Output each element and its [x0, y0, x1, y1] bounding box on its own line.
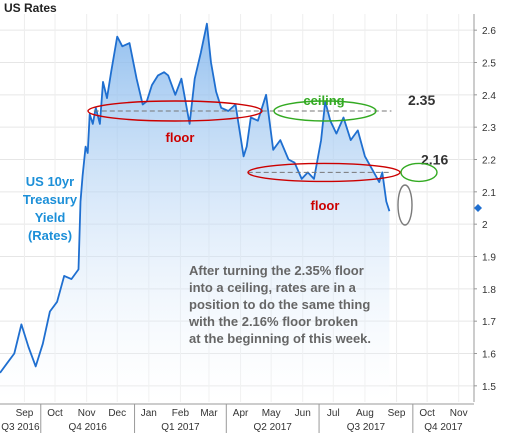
- floor-ellipse: [247, 162, 401, 183]
- ceiling-ellipse: [400, 162, 438, 183]
- x-quarter-label: Q2 2017: [253, 422, 292, 433]
- reference-label: 2.16: [421, 151, 448, 167]
- x-month-label: Dec: [108, 408, 126, 419]
- x-month-label: Oct: [47, 408, 63, 419]
- series-area: [0, 23, 390, 402]
- x-quarter-label: Q1 2017: [161, 422, 200, 433]
- commentary-line: at the beginning of this week.: [189, 331, 371, 346]
- floor-ellipse: [87, 100, 263, 122]
- commentary-line: into a ceiling, rates are in a: [189, 280, 357, 295]
- axes: 1.5 1.6 1.7 1.8 1.9 2 2.1 2.2 2.3 2.4 2.5 2.6 Sep Oct…: [0, 14, 496, 433]
- ceiling-label: ceiling: [303, 93, 344, 108]
- x-month-label: Nov: [78, 408, 96, 419]
- floor-label: floor: [166, 130, 195, 145]
- y-tick-label: 1.7: [482, 317, 496, 328]
- chart-title: US Rates: [4, 1, 57, 15]
- side-label-line: (Rates): [28, 228, 72, 243]
- annotations: 2.35 2.16 floor ceiling floor: [87, 92, 448, 226]
- y-tick-label: 2.1: [482, 188, 496, 199]
- commentary-text: After turning the 2.35% floor into a ceil…: [188, 263, 371, 346]
- side-label-line: Treasury: [23, 192, 78, 207]
- x-month-label: Sep: [388, 408, 406, 419]
- commentary-line: position to do the same thing: [189, 297, 370, 312]
- x-quarter-label: Q4 2017: [424, 422, 463, 433]
- commentary-line: After turning the 2.35% floor: [189, 263, 364, 278]
- ceiling-ellipse: [273, 100, 377, 122]
- x-month-label: Jul: [327, 408, 340, 419]
- y-tick-label: 2: [482, 220, 488, 231]
- x-quarter-label: Q3 2016: [1, 422, 40, 433]
- series-side-label: US 10yr Treasury Yield (Rates): [23, 174, 78, 243]
- latest-ellipse: [397, 184, 413, 226]
- y-tick-label: 2.3: [482, 123, 496, 134]
- x-month-label: Oct: [419, 408, 435, 419]
- floor-label: floor: [311, 198, 340, 213]
- x-month-label: Nov: [450, 408, 468, 419]
- x-month-label: Mar: [200, 408, 218, 419]
- x-month-label: Apr: [233, 408, 249, 419]
- reference-label: 2.35: [408, 92, 435, 108]
- x-month-label: Jan: [141, 408, 157, 419]
- x-month-label: Feb: [172, 408, 190, 419]
- y-tick-label: 2.6: [482, 26, 496, 37]
- side-label-line: US 10yr: [26, 174, 74, 189]
- y-tick-label: 2.4: [482, 91, 496, 102]
- x-quarter-label: Q3 2017: [347, 422, 386, 433]
- x-month-label: Jun: [295, 408, 311, 419]
- y-tick-label: 1.5: [482, 382, 496, 393]
- last-value-marker: [474, 204, 482, 212]
- reference-lines: [93, 110, 392, 173]
- y-tick-label: 2.5: [482, 59, 496, 70]
- commentary-line: with the 2.16% floor broken: [188, 314, 358, 329]
- x-month-label: Aug: [356, 408, 374, 419]
- x-quarter-label: Q4 2016: [68, 422, 107, 433]
- x-month-label: Sep: [16, 408, 34, 419]
- y-tick-label: 1.8: [482, 285, 496, 296]
- x-month-label: May: [262, 408, 281, 419]
- y-tick-label: 1.6: [482, 350, 496, 361]
- y-tick-label: 1.9: [482, 253, 496, 264]
- side-label-line: Yield: [35, 210, 66, 225]
- y-tick-label: 2.2: [482, 156, 496, 167]
